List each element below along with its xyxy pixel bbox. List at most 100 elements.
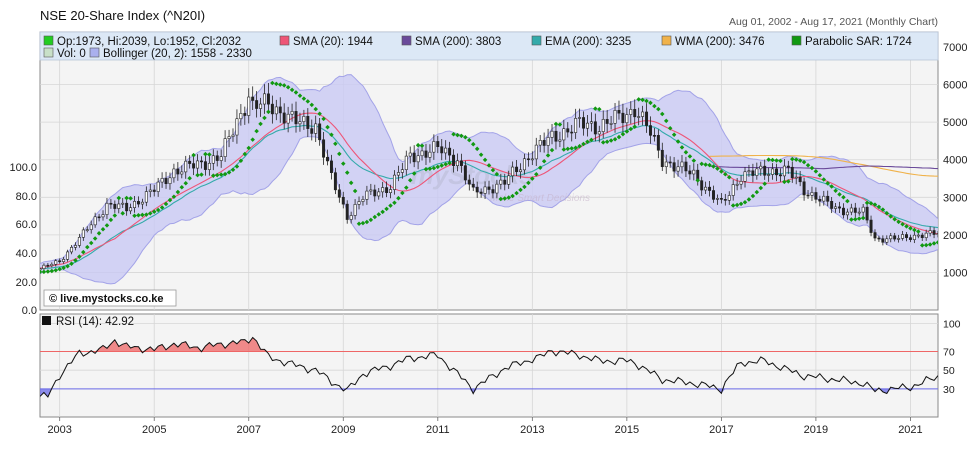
candle-body — [448, 147, 452, 156]
candle-body — [629, 109, 633, 115]
sar-dot — [88, 240, 94, 246]
candle-body — [452, 154, 456, 167]
candle-body — [152, 189, 156, 192]
candle-body — [873, 232, 877, 239]
candle-body — [278, 106, 282, 114]
bollinger-band — [40, 74, 938, 284]
y-tick-label: 5000 — [943, 117, 967, 129]
candle-body — [396, 172, 400, 176]
sar-dot — [628, 126, 634, 132]
candle-body — [538, 140, 542, 146]
candle-body — [424, 150, 428, 158]
sar-dot — [545, 153, 551, 158]
candle-body — [239, 113, 243, 120]
sar-dot — [404, 185, 409, 190]
candle-body — [266, 93, 270, 105]
candle-body — [822, 195, 826, 202]
candle-body — [802, 181, 806, 196]
sar-dot — [325, 124, 330, 130]
candle-body — [810, 192, 814, 196]
x-tick-label: 2005 — [142, 424, 166, 436]
sar-dot — [919, 243, 925, 248]
candle-body — [408, 152, 412, 157]
candle-body — [101, 214, 105, 218]
candle-body — [333, 172, 337, 191]
sar-dot — [337, 151, 342, 157]
candle-body — [901, 234, 905, 239]
legend-item: Op:1973, Hi:2039, Lo:1952, Cl:2032 — [57, 36, 241, 48]
candle-body — [381, 187, 385, 193]
sar-dot — [218, 172, 224, 177]
candle-body — [727, 195, 731, 201]
sar-dot — [427, 166, 433, 171]
sar-dot — [41, 269, 47, 275]
candle-body — [385, 187, 389, 193]
candle-body — [270, 103, 274, 115]
candle-body — [243, 113, 247, 116]
sar-dot — [40, 269, 43, 275]
candle-body — [633, 109, 637, 118]
candle-body — [857, 211, 861, 214]
sar-dot — [368, 217, 374, 223]
price-y-axis-right: 1000 2000 3000 4000 5000 6000 7000 — [943, 42, 967, 279]
y-left-tick-label: 100.0 — [9, 162, 37, 174]
candle-body — [207, 162, 211, 170]
candle-body — [936, 233, 938, 235]
candle-body — [298, 121, 302, 125]
sar-dot — [384, 206, 389, 212]
candle-body — [574, 118, 578, 133]
candle-body — [794, 176, 798, 179]
candle-body — [601, 119, 605, 132]
candle-body — [172, 168, 176, 179]
candle-body — [826, 195, 830, 202]
candle-body — [684, 161, 688, 172]
candle-body — [507, 175, 511, 185]
candle-body — [739, 181, 743, 185]
candle-body — [763, 165, 767, 176]
candle-body — [814, 192, 818, 200]
sar-dot — [69, 261, 74, 266]
candle-body — [286, 113, 290, 124]
y-tick-label: 6000 — [943, 80, 967, 92]
candle-body — [227, 136, 231, 139]
candle-body — [676, 166, 680, 172]
sar-dot — [537, 165, 543, 170]
candle-body — [861, 206, 865, 213]
candle-body — [200, 160, 203, 163]
candle-body — [920, 234, 924, 238]
candle-body — [97, 216, 101, 219]
candle-body — [806, 194, 810, 197]
legend-item: Parabolic SAR: 1724 — [805, 36, 912, 48]
candle-body — [771, 168, 775, 175]
candle-body — [369, 189, 373, 192]
candle-body — [589, 121, 593, 124]
y-left-tick-label: 80.0 — [16, 191, 37, 203]
candle-body — [148, 189, 152, 192]
legend-swatch — [89, 47, 100, 58]
candle-body — [475, 186, 479, 193]
candle-body — [467, 179, 471, 185]
legend-swatch — [279, 35, 290, 46]
candle-body — [73, 245, 77, 248]
candle-body — [133, 201, 137, 208]
candle-body — [735, 183, 739, 186]
legend-box — [39, 31, 939, 61]
sar-dot — [431, 165, 437, 171]
candle-body — [392, 174, 396, 190]
candle-body — [463, 165, 467, 181]
sar-dot — [451, 132, 456, 137]
x-tick-label: 2013 — [520, 424, 544, 436]
sar-dot — [163, 201, 169, 207]
candle-body — [357, 201, 361, 205]
candle-body — [483, 186, 487, 194]
candle-body — [251, 96, 255, 101]
legend: Op:1973, Hi:2039, Lo:1952, Cl:2032 SMA (2… — [43, 35, 912, 60]
candle-body — [885, 238, 889, 243]
rsi-tick-label: 100 — [943, 318, 961, 330]
x-tick-label: 2007 — [237, 424, 261, 436]
candle-body — [928, 230, 932, 234]
sar-dot — [85, 244, 90, 250]
candle-body — [566, 128, 570, 133]
candle-body — [605, 119, 609, 124]
sar-dot — [419, 143, 425, 148]
